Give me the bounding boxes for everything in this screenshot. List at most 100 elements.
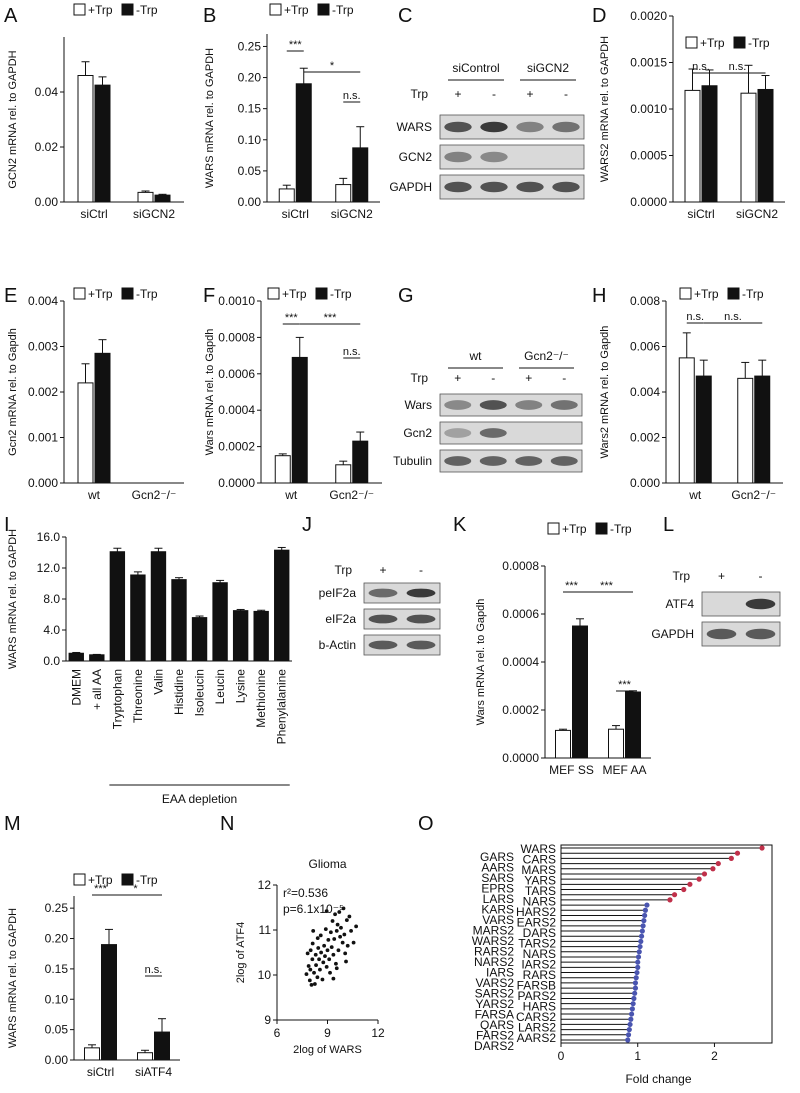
- legend-swatch-minus-trp: [121, 873, 134, 886]
- scatter-point: [337, 910, 342, 914]
- gene-label: DARS2: [474, 1039, 514, 1053]
- bar-minus-trp: [291, 356, 308, 484]
- bar-minus-trp: [154, 194, 171, 203]
- blot-band: [480, 121, 508, 133]
- scatter-point: [341, 906, 346, 911]
- legend-swatch-minus-trp: [121, 3, 134, 16]
- legend-label: +Trp: [700, 36, 725, 50]
- x-tick-label: 12: [371, 1026, 385, 1040]
- blot-band-label: Gcn2: [403, 426, 432, 440]
- gene-label: HARS: [523, 1000, 556, 1014]
- blot-sign: +: [379, 563, 386, 577]
- legend-swatch-minus-trp: [733, 36, 746, 49]
- scatter-point: [336, 948, 341, 953]
- bar-minus-trp: [352, 147, 369, 203]
- scatter-point: [310, 941, 315, 946]
- legend-label: -Trp: [136, 3, 158, 17]
- y-tick-label: 16.0: [37, 530, 61, 544]
- blot-strip: [363, 634, 441, 656]
- panel-label-n: N: [220, 813, 234, 835]
- x-tick-label: MEF SS: [549, 763, 594, 777]
- blot-group-label: siGCN2: [527, 61, 569, 75]
- y-tick-label: 0.05: [238, 164, 262, 178]
- blot-sign: -: [759, 569, 763, 583]
- y-tick-label: 0.000: [630, 476, 660, 490]
- significance-label: n.s.: [729, 61, 747, 73]
- y-tick-label: 0.0006: [502, 607, 539, 621]
- panel-label-c: C: [398, 5, 412, 27]
- bar: [274, 549, 290, 662]
- blot-band: [368, 614, 398, 624]
- gene-label: NARS: [523, 947, 556, 961]
- blot-band: [552, 121, 580, 133]
- blot-strip: [363, 582, 441, 604]
- y-tick-label: 11: [259, 923, 272, 937]
- lollipop-dot: [630, 1001, 636, 1007]
- bar-plus-trp: [137, 191, 154, 203]
- blot-band: [406, 614, 436, 624]
- x-tick-label: Isoleucin: [193, 669, 207, 716]
- blot-band: [444, 181, 472, 193]
- gene-label: EPRS: [481, 882, 514, 896]
- y-tick-label: 0.002: [28, 385, 58, 399]
- blot-strip: [363, 608, 441, 630]
- gene-label: EARS2: [517, 916, 557, 930]
- scatter-point: [349, 929, 353, 933]
- significance-label: n.s.: [724, 311, 742, 323]
- lollipop-dot: [634, 969, 640, 976]
- blot-band: [706, 628, 737, 640]
- panel-label-f: F: [203, 285, 215, 307]
- panel-label-k: K: [453, 514, 467, 536]
- lollipop-dot: [641, 918, 647, 924]
- blot-strip: [439, 449, 583, 473]
- bar-plus-trp: [684, 89, 701, 203]
- scatter-point: [339, 925, 343, 930]
- y-tick-label: 0.05: [45, 1023, 69, 1037]
- blot-sign: +: [718, 569, 725, 583]
- x-tick-label: siATF4: [135, 1065, 172, 1079]
- scatter-point: [331, 952, 336, 957]
- x-tick-label: Gcn2⁻/⁻: [132, 488, 177, 502]
- blot-sign: -: [491, 371, 495, 385]
- y-tick-label: 0.000: [28, 476, 58, 490]
- y-tick-label: 0.0: [43, 654, 60, 668]
- y-tick-label: 0.00: [35, 195, 59, 209]
- blot-band-label: GAPDH: [389, 180, 432, 194]
- panel-label-h: H: [592, 285, 606, 307]
- blot-row-label: Trp: [672, 569, 690, 583]
- x-tick-label: Threonine: [131, 669, 145, 723]
- blot-band: [368, 588, 398, 598]
- gene-label: LARS: [483, 892, 514, 906]
- bar-plus-trp: [278, 188, 295, 203]
- lollipop-dot: [687, 881, 693, 887]
- y-axis-label: Wars2 mRNA rel. to Gapdh: [599, 326, 611, 459]
- blot-g: wt Gcn2⁻/⁻ Trp + - + - Wars Gcn2 Tubulin: [393, 349, 583, 473]
- scatter-point: [332, 937, 337, 941]
- chart-e: 0.000 0.001 0.002 0.003 0.004 Gcn2 mRNA rel. …: [7, 287, 184, 502]
- legend-swatch-minus-trp: [595, 522, 608, 535]
- bar-plus-trp: [737, 377, 754, 484]
- bar-minus-trp: [154, 1031, 170, 1061]
- blot-group-label: wt: [469, 349, 483, 363]
- panel-label-b: B: [203, 5, 216, 27]
- gene-label: FARSA: [475, 1008, 514, 1022]
- blot-band-label: ATF4: [666, 597, 695, 611]
- y-tick-label: 0.20: [238, 71, 262, 85]
- y-tick-label: 0.0000: [218, 476, 255, 490]
- bar-plus-trp: [77, 382, 94, 484]
- chart-i: 0.0 4.0 8.0 12.0 16.0 WARS mRNA rel. to GAPDH…: [7, 529, 292, 806]
- blot-band-label: Wars: [404, 398, 432, 412]
- blot-sign: -: [562, 371, 566, 385]
- blot-band: [444, 428, 472, 438]
- scatter-point: [334, 929, 339, 933]
- lollipop-dot: [671, 892, 678, 898]
- scatter-point: [340, 940, 345, 945]
- x-tick-label: Gcn2⁻/⁻: [329, 488, 374, 502]
- gene-label: SARS: [481, 871, 514, 885]
- blot-row-label: Trp: [410, 371, 428, 385]
- x-tick-label: siCtrl: [87, 1065, 114, 1079]
- lollipop-dot: [734, 850, 741, 856]
- blot-band: [479, 400, 507, 410]
- significance-label: ***: [285, 312, 299, 324]
- bar: [130, 574, 146, 662]
